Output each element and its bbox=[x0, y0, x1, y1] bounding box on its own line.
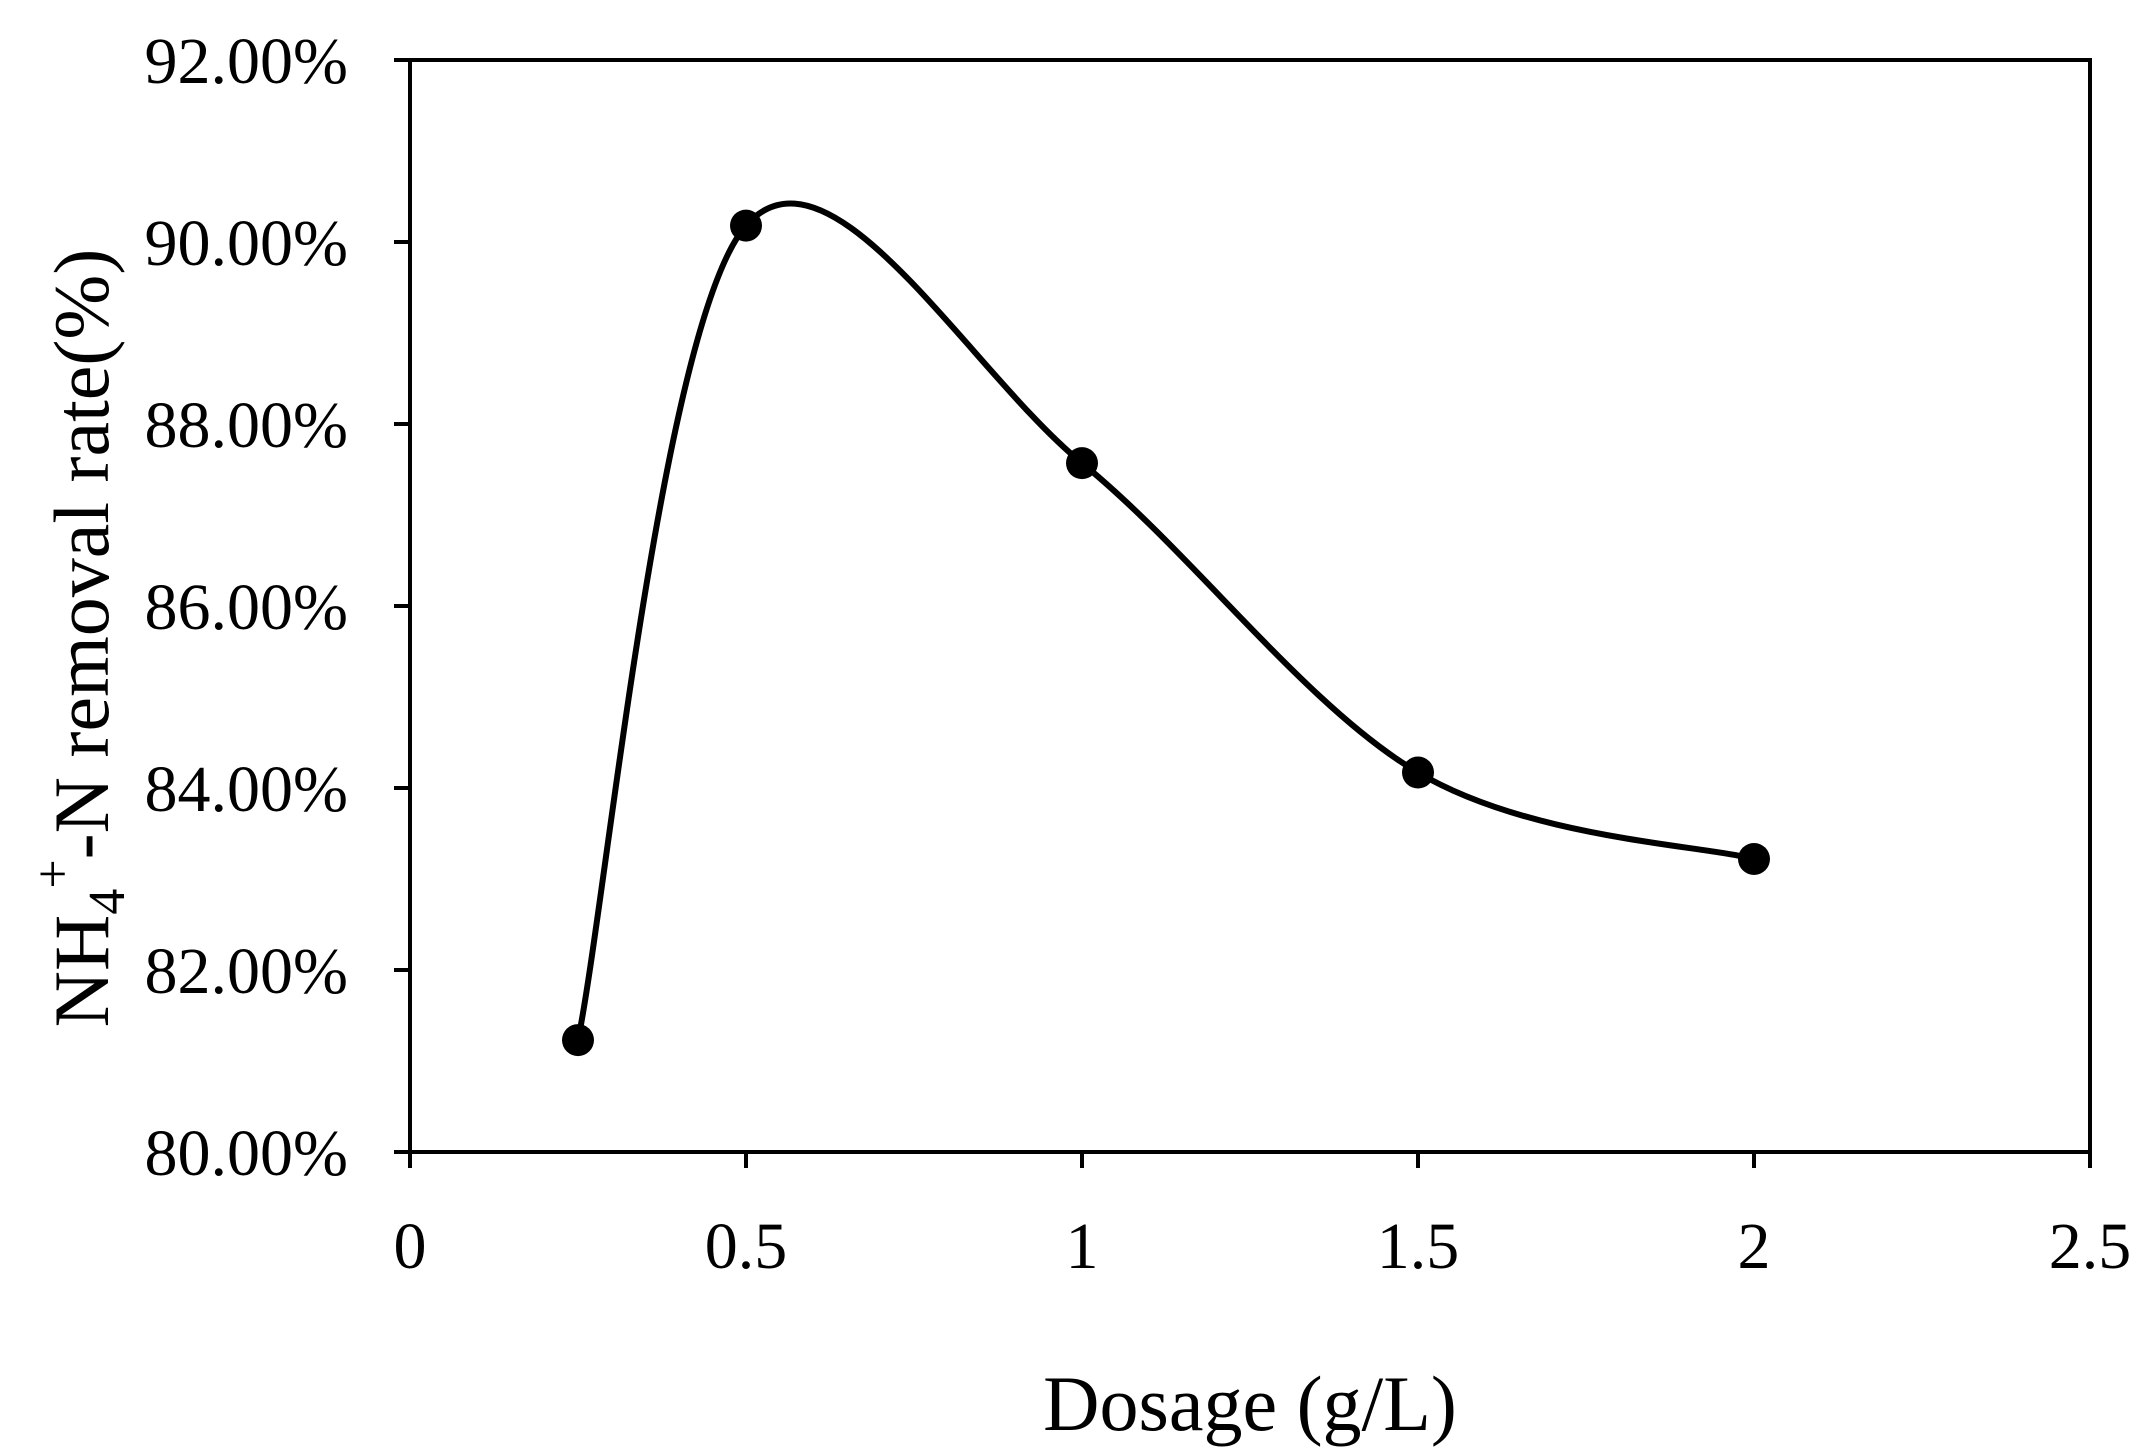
y-tick-label: 88.00% bbox=[145, 389, 348, 462]
y-axis-title-suffix: -N removal rate(%) bbox=[38, 249, 125, 860]
series-line bbox=[575, 200, 1755, 1041]
y-axis-title-subscript: 4 bbox=[79, 889, 136, 915]
y-axis-title: NH4+-N removal rate(%) bbox=[25, 249, 136, 1028]
x-tick-label: 2.5 bbox=[2049, 1210, 2132, 1283]
y-tick-label: 80.00% bbox=[145, 1117, 348, 1190]
data-point bbox=[1402, 756, 1434, 789]
x-tick-label: 0.5 bbox=[705, 1210, 788, 1283]
x-tick-label: 2 bbox=[1738, 1210, 1771, 1283]
y-tick-label: 86.00% bbox=[145, 571, 348, 644]
x-axis-title: Dosage (g/L) bbox=[1043, 1360, 1457, 1447]
data-point bbox=[1738, 842, 1770, 875]
y-tick-label: 92.00% bbox=[145, 25, 348, 98]
data-point bbox=[562, 1024, 594, 1057]
x-ticks: 0 0.5 1 1.5 2 2.5 bbox=[394, 1152, 2132, 1283]
y-tick-label: 82.00% bbox=[145, 935, 348, 1008]
x-tick-label: 1 bbox=[1066, 1210, 1099, 1283]
plot-frame bbox=[408, 58, 2092, 1154]
data-point bbox=[1066, 447, 1098, 480]
x-tick-label: 1.5 bbox=[1377, 1210, 1460, 1283]
y-axis-title-prefix: NH bbox=[38, 915, 125, 1028]
y-tick-label: 84.00% bbox=[145, 753, 348, 826]
y-axis-title-superscript: + bbox=[25, 859, 82, 888]
x-tick-label: 0 bbox=[394, 1210, 427, 1283]
data-point bbox=[730, 209, 762, 242]
y-ticks: 80.00% 82.00% 84.00% 86.00% 88.00% 90.00% 92.0… bbox=[145, 25, 410, 1190]
data-points bbox=[562, 209, 1770, 1057]
y-tick-label: 90.00% bbox=[145, 207, 348, 280]
